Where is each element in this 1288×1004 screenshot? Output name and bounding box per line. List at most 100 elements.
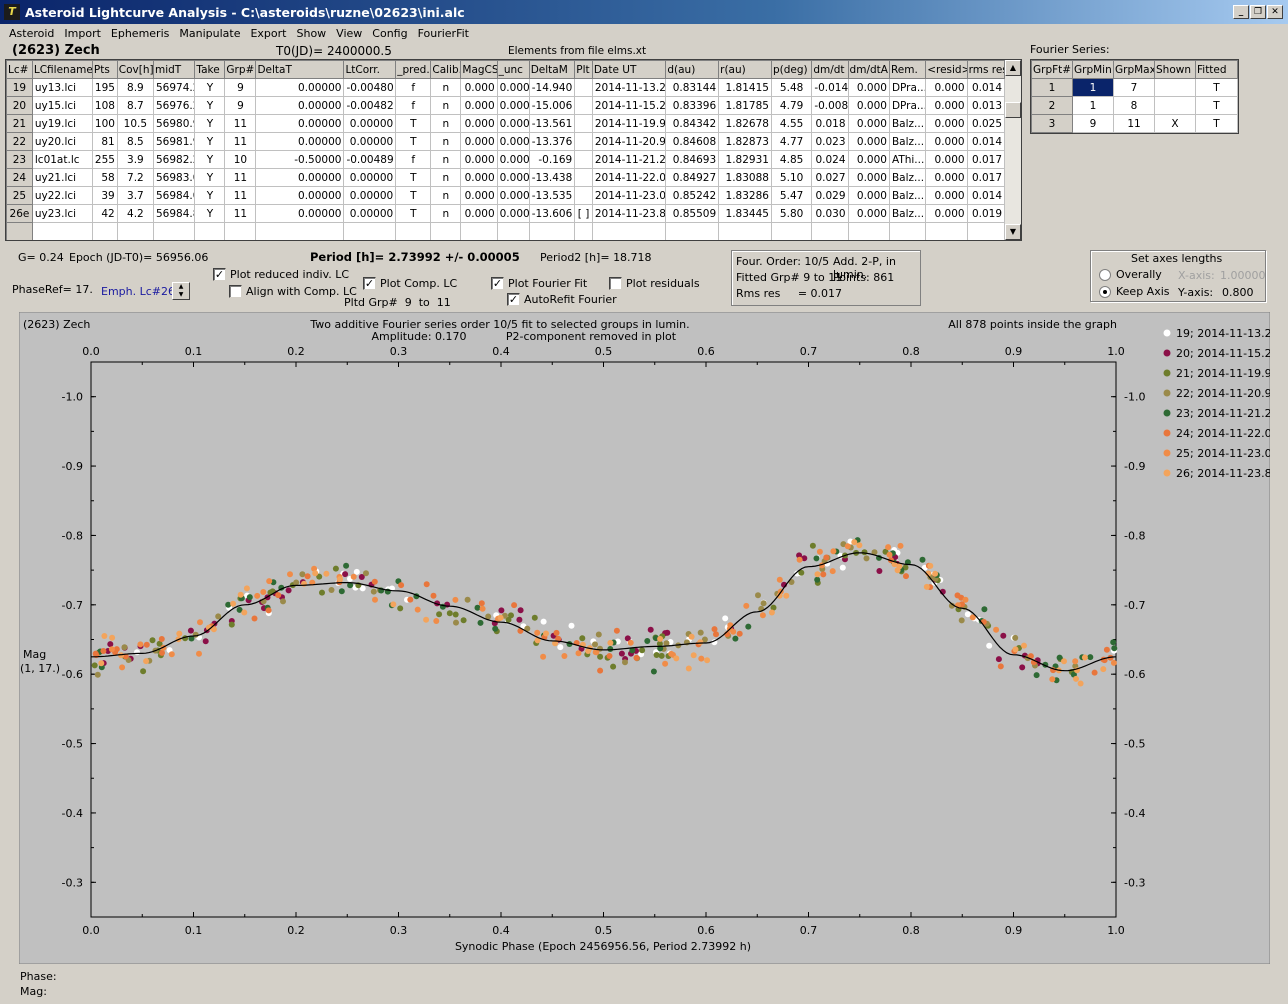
table-cell[interactable]: 0.83396 <box>665 96 720 115</box>
fourier-column-header[interactable]: Shown <box>1154 60 1196 79</box>
table-cell[interactable]: 42 <box>91 204 118 223</box>
table-cell[interactable]: 0.027 <box>811 168 849 187</box>
table-cell[interactable]: 22 <box>6 132 33 151</box>
table-cell[interactable]: Y <box>194 78 226 97</box>
table-cell[interactable]: 0.00000 <box>255 186 345 205</box>
table-cell[interactable]: T <box>395 114 432 133</box>
table-cell[interactable]: 0.83144 <box>665 78 720 97</box>
table-cell[interactable]: n <box>430 114 462 133</box>
column-header[interactable]: Rem. <box>888 60 927 79</box>
align-comp-checkbox[interactable]: Align with Comp. LC <box>229 285 357 298</box>
emph-spinner[interactable]: ▲ ▼ <box>172 282 190 300</box>
table-cell[interactable]: 0.014 <box>966 78 1006 97</box>
table-cell[interactable]: 56984.0 <box>152 186 196 205</box>
table-cell[interactable]: 0.030 <box>811 204 849 223</box>
lightcurve-plot[interactable]: (2623) Zech Two additive Fourier series … <box>19 312 1270 964</box>
table-row[interactable]: 23lc01at.lc2553.956982.2Y10-0.50000-0.00… <box>6 150 1006 169</box>
table-cell[interactable]: -0.014 <box>811 78 849 97</box>
menu-ephemeris[interactable]: Ephemeris <box>110 26 170 40</box>
fourier-cell[interactable] <box>1154 96 1196 115</box>
table-cell[interactable]: AThi... <box>888 150 927 169</box>
table-cell[interactable]: 0.00000 <box>343 132 397 151</box>
table-cell[interactable]: 255 <box>91 150 118 169</box>
table-cell[interactable]: 0.013 <box>966 96 1006 115</box>
table-cell[interactable]: 11 <box>224 168 257 187</box>
table-cell[interactable]: 2014-11-20.9 <box>591 132 667 151</box>
column-header[interactable]: Pts <box>91 60 118 79</box>
autorefit-checkbox[interactable]: ✓ AutoRefit Fourier <box>507 293 617 306</box>
fourier-cell[interactable]: 8 <box>1113 96 1155 115</box>
column-header[interactable]: _pred. <box>395 60 432 79</box>
table-cell[interactable]: 0.017 <box>966 168 1006 187</box>
table-cell[interactable]: -13.606 <box>528 204 576 223</box>
table-cell[interactable]: 0.000 <box>460 150 498 169</box>
table-cell[interactable]: 25 <box>6 186 33 205</box>
table-cell[interactable]: 19 <box>6 78 33 97</box>
table-cell[interactable]: 1.82873 <box>718 132 772 151</box>
fourier-cell[interactable] <box>1154 78 1196 97</box>
table-cell[interactable]: 3.9 <box>116 150 154 169</box>
table-cell[interactable]: 0.000 <box>460 132 498 151</box>
table-cell[interactable]: Y <box>194 168 226 187</box>
table-cell[interactable]: n <box>430 150 462 169</box>
table-cell[interactable]: 0.000 <box>847 78 890 97</box>
table-cell[interactable]: uy22.lci <box>31 186 93 205</box>
table-cell[interactable]: 2014-11-21.2 <box>591 150 667 169</box>
table-cell[interactable]: 4.2 <box>116 204 154 223</box>
column-header[interactable]: d(au) <box>665 60 720 79</box>
table-cell[interactable]: 0.000 <box>460 168 498 187</box>
table-cell[interactable]: 0.023 <box>811 132 849 151</box>
table-cell[interactable]: 195 <box>91 78 118 97</box>
table-cell[interactable]: Balz... <box>888 168 927 187</box>
table-cell[interactable]: 0.017 <box>966 150 1006 169</box>
table-cell[interactable]: 11 <box>224 114 257 133</box>
table-cell[interactable]: 4.77 <box>770 132 813 151</box>
table-cell[interactable]: f <box>395 96 432 115</box>
table-cell[interactable]: Balz... <box>888 114 927 133</box>
table-cell[interactable]: lc01at.lc <box>31 150 93 169</box>
table-cell[interactable] <box>574 96 593 115</box>
table-cell[interactable]: 5.10 <box>770 168 813 187</box>
table-cell[interactable]: f <box>395 150 432 169</box>
table-cell[interactable]: uy13.lci <box>31 78 93 97</box>
fourier-cell[interactable]: X <box>1154 114 1196 133</box>
fourier-cell[interactable]: 1 <box>1072 96 1114 115</box>
table-cell[interactable]: 0.00000 <box>255 204 345 223</box>
table-cell[interactable]: 0.000 <box>460 114 498 133</box>
fourier-cell[interactable]: 9 <box>1072 114 1114 133</box>
scroll-down-button[interactable]: ▼ <box>1005 224 1021 240</box>
empty-row[interactable] <box>6 222 1006 240</box>
table-cell[interactable]: 58 <box>91 168 118 187</box>
table-cell[interactable]: 0.84608 <box>665 132 720 151</box>
column-header[interactable]: DeltaM <box>528 60 576 79</box>
restore-button[interactable]: ❐ <box>1250 5 1266 19</box>
table-cell[interactable]: 4.79 <box>770 96 813 115</box>
pltd-grp-from[interactable]: 9 <box>404 296 412 309</box>
table-cell[interactable]: 1.82931 <box>718 150 772 169</box>
table-cell[interactable]: 0.00000 <box>343 186 397 205</box>
table-cell[interactable]: Balz... <box>888 132 927 151</box>
table-cell[interactable]: 0.000 <box>460 96 498 115</box>
fourier-cell[interactable]: 7 <box>1113 78 1155 97</box>
close-button[interactable]: ✕ <box>1267 5 1283 19</box>
plot-residuals-checkbox[interactable]: Plot residuals <box>609 277 700 290</box>
table-cell[interactable]: 0.84693 <box>665 150 720 169</box>
table-cell[interactable]: -15.006 <box>528 96 576 115</box>
table-cell[interactable]: 4.85 <box>770 150 813 169</box>
table-cell[interactable]: 2014-11-19.9 <box>591 114 667 133</box>
menu-fourierfit[interactable]: FourierFit <box>417 26 469 40</box>
column-header[interactable]: Take <box>194 60 226 79</box>
fourier-cell[interactable]: 11 <box>1113 114 1155 133</box>
table-cell[interactable]: 2014-11-23.0 <box>591 186 667 205</box>
table-cell[interactable]: Y <box>194 186 226 205</box>
table-cell[interactable]: 21 <box>6 114 33 133</box>
column-header[interactable]: r(au) <box>718 60 772 79</box>
fourier-cell[interactable]: 1 <box>1072 78 1114 97</box>
table-cell[interactable]: 0.000 <box>925 78 968 97</box>
table-cell[interactable]: 1.83445 <box>718 204 772 223</box>
column-header[interactable]: Cov[h] <box>116 60 154 79</box>
plot-comp-checkbox[interactable]: ✓ Plot Comp. LC <box>363 277 458 290</box>
table-cell[interactable]: 56982.2 <box>152 150 196 169</box>
table-cell[interactable]: 0.000 <box>496 168 530 187</box>
